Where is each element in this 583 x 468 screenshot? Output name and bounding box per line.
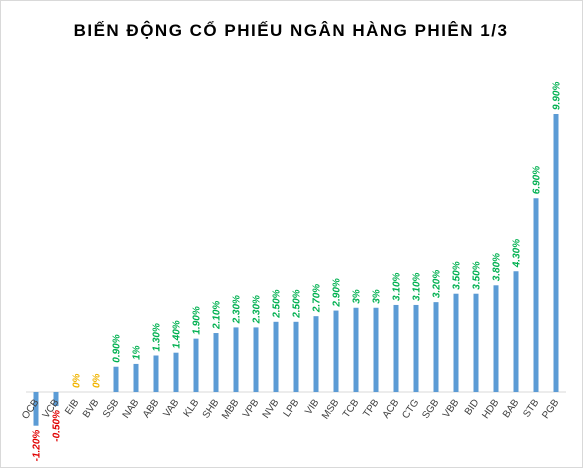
value-label: 3.50% — [452, 261, 463, 289]
bar — [493, 285, 499, 392]
bar — [193, 338, 199, 392]
value-label: 0% — [92, 373, 103, 388]
value-label: 3% — [352, 289, 363, 304]
chart-title: BIẾN ĐỘNG CỔ PHIẾU NGÂN HÀNG PHIÊN 1/3 — [74, 21, 509, 40]
bar — [293, 321, 299, 392]
value-label: 1% — [132, 345, 143, 360]
value-label: 3.20% — [432, 270, 443, 298]
value-label: 1.30% — [152, 323, 163, 351]
value-label: 0% — [72, 373, 83, 388]
value-label: 2.10% — [212, 301, 223, 330]
bar — [53, 392, 59, 407]
bar — [433, 302, 439, 392]
value-label: 9.90% — [552, 82, 563, 110]
bar — [333, 310, 339, 392]
value-label: 3.10% — [412, 272, 423, 300]
value-label: 2.90% — [332, 278, 343, 307]
bar — [453, 293, 459, 392]
value-label: -1.20% — [32, 430, 43, 462]
bar — [173, 352, 179, 392]
bar — [273, 321, 279, 392]
bar — [533, 198, 539, 392]
bar — [313, 316, 319, 392]
value-label: 2.50% — [272, 289, 283, 318]
bar — [133, 363, 139, 392]
value-label: -0.50% — [52, 410, 63, 442]
bar — [33, 392, 39, 426]
value-label: 3% — [372, 289, 383, 304]
bar — [153, 355, 159, 392]
bar — [393, 304, 399, 392]
value-label: 2.30% — [252, 295, 263, 324]
value-label: 3.10% — [392, 272, 403, 300]
value-label: 3.80% — [492, 253, 503, 281]
value-label: 1.90% — [192, 306, 203, 334]
bar — [353, 307, 359, 392]
bar — [253, 327, 259, 392]
value-label: 2.30% — [232, 295, 243, 324]
bar — [553, 114, 559, 392]
bar — [513, 271, 519, 392]
bar — [413, 304, 419, 392]
bar — [373, 307, 379, 392]
bar — [233, 327, 239, 392]
value-label: 2.50% — [292, 289, 303, 318]
bar — [213, 333, 219, 392]
value-label: 2.70% — [312, 284, 323, 313]
value-label: 3.50% — [472, 261, 483, 289]
value-label: 4.30% — [512, 239, 523, 268]
value-label: 0.90% — [112, 334, 123, 362]
value-label: 1.40% — [172, 320, 183, 348]
bar — [473, 293, 479, 392]
value-label: 6.90% — [532, 166, 543, 194]
bar — [113, 366, 119, 392]
